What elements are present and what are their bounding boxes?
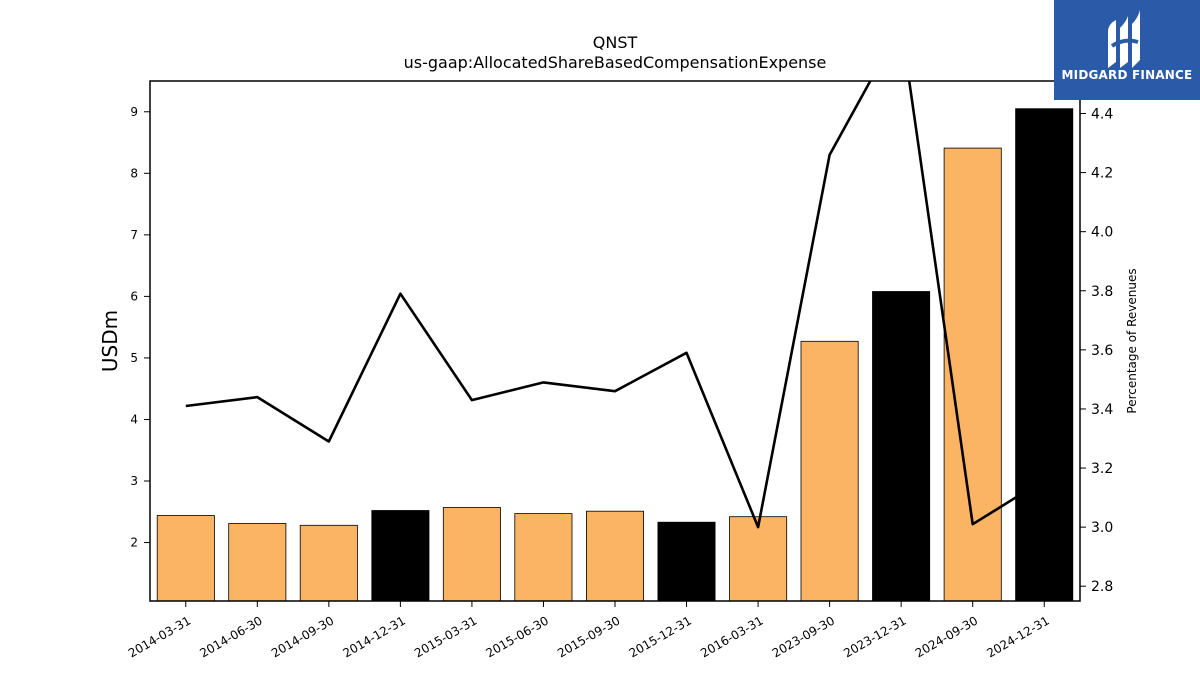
bar-2014-12-31 [371,510,430,602]
x-tick-label: 2014-09-30 [269,613,336,660]
bar-2015-03-31 [442,507,501,602]
right-tick-label: 3.6 [1091,343,1113,359]
bar-2014-09-30 [299,524,358,602]
x-tick-label: 2014-12-31 [340,613,407,660]
logo-text: MIDGARD FINANCE [1061,68,1193,82]
bar-2015-06-30 [514,513,573,602]
bar-2015-09-30 [586,510,645,602]
x-tick-label: 2015-03-31 [412,613,479,660]
x-tick-label: 2014-06-30 [197,613,264,660]
right-tick-label: 4.0 [1091,225,1113,241]
bar-2024-12-31 [1015,108,1074,602]
x-tick-label: 2015-12-31 [627,613,694,660]
left-tick-label: 8 [130,166,138,180]
right-tick-label: 3.2 [1091,461,1113,477]
bar-2016-03-31 [729,516,788,602]
right-tick-label: 4.2 [1091,166,1113,182]
right-axis: 2.8 3.0 3.2 3.4 3.6 3.8 4.0 4.2 4.4 [1080,107,1113,595]
x-tick-label: 2023-09-30 [770,613,837,660]
left-tick-label: 6 [130,289,138,303]
x-tick-label: 2014-03-31 [126,613,193,660]
bar-series [156,108,1074,602]
line-series [185,81,1045,529]
y-axis-label: USDm [98,310,122,372]
bar-2023-12-31 [872,291,931,602]
chart-title: QNST [593,33,638,52]
x-tick-label: 2024-12-31 [984,613,1051,660]
bar-2024-09-30 [943,147,1002,602]
x-tick-label: 2015-06-30 [484,613,551,660]
left-tick-label: 4 [130,412,138,426]
bar-2023-09-30 [800,340,859,602]
left-tick-label: 2 [130,536,138,550]
bar-2015-12-31 [657,521,716,602]
right-tick-label: 2.8 [1091,579,1113,595]
midgard-finance-logo: MIDGARD FINANCE [1054,0,1200,100]
x-tick-label: 2016-03-31 [698,613,765,660]
left-axis: 2 3 4 5 6 7 8 9 [130,105,150,550]
left-tick-label: 3 [130,474,138,488]
right-tick-label: 4.4 [1091,107,1113,123]
x-axis: 2014-03-31 2014-06-30 2014-09-30 2014-12-31… [126,601,1052,660]
x-tick-label: 2015-09-30 [555,613,622,660]
right-tick-label: 3.8 [1091,284,1113,300]
bar-2014-03-31 [156,515,215,602]
left-tick-label: 5 [130,351,138,365]
y2-axis-label: Percentage of Revenues [1125,268,1139,413]
percentage-line [185,81,1045,529]
right-tick-label: 3.4 [1091,402,1113,418]
chart-subtitle: us-gaap:AllocatedShareBasedCompensationE… [404,53,827,72]
bar-2014-06-30 [228,523,287,602]
logo-mark-icon [1108,10,1140,68]
left-tick-label: 7 [130,228,138,242]
x-tick-label: 2024-09-30 [913,613,980,660]
x-tick-label: 2023-12-31 [841,613,908,660]
right-tick-label: 3.0 [1091,520,1113,536]
left-tick-label: 9 [130,105,138,119]
